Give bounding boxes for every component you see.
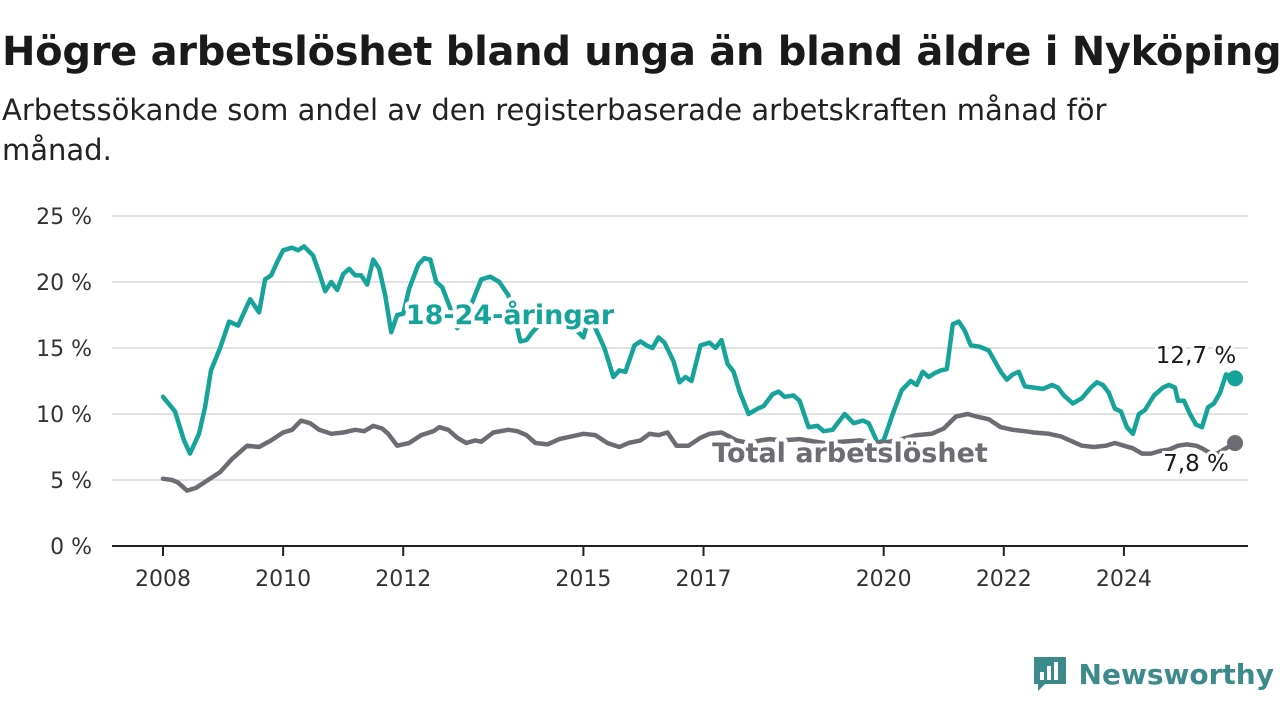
end-value-label-youth: 12,7 %: [1156, 343, 1236, 369]
x-tick-label: 2017: [676, 567, 732, 592]
x-tick-label: 2024: [1096, 567, 1152, 592]
chart-title: Högre arbetslöshet bland unga än bland ä…: [2, 29, 1280, 75]
y-tick-label: 10 %: [36, 403, 92, 428]
x-tick-label: 2015: [555, 567, 611, 592]
axes: 0 % 5 % 10 % 15 % 20 % 25 % 2008 2010 2012 2015 20…: [36, 205, 1248, 592]
end-value-label-total: 7,8 %: [1163, 451, 1229, 477]
series-end-point-0: [1227, 370, 1244, 387]
series-labels: 18-24-åringar Total arbetslöshet 12,7 % 7,8…: [402, 295, 1239, 480]
bar-chart-chat-icon: [1033, 657, 1066, 691]
chart-subtitle: Arbetssökande som andel av den registerb…: [2, 93, 1107, 167]
series-line-0: [160, 244, 1238, 456]
y-tick-label: 20 %: [36, 271, 92, 296]
x-tick-label: 2010: [255, 567, 311, 592]
series-line-1: [160, 411, 1238, 493]
gridlines: [112, 215, 1248, 481]
y-tick-label: 15 %: [36, 337, 92, 362]
y-tick-label: 25 %: [36, 205, 92, 230]
series-lines: [160, 244, 1244, 493]
y-tick-label: 0 %: [50, 535, 92, 560]
series-label-total: Total arbetslöshet: [712, 438, 988, 469]
line-chart: 0 % 5 % 10 % 15 % 20 % 25 % 2008 2010 2012 2015 20…: [36, 205, 1248, 592]
x-tick-label: 2020: [856, 567, 912, 592]
series-label-youth: 18-24-åringar: [406, 299, 615, 331]
newsworthy-logo: Newsworthy: [1031, 654, 1274, 694]
brand-name: Newsworthy: [1078, 657, 1274, 691]
y-tick-label: 5 %: [50, 469, 92, 494]
x-tick-label: 2022: [976, 567, 1032, 592]
x-tick-label: 2012: [375, 567, 431, 592]
x-tick-label: 2008: [135, 567, 191, 592]
series-end-point-1: [1227, 435, 1244, 452]
